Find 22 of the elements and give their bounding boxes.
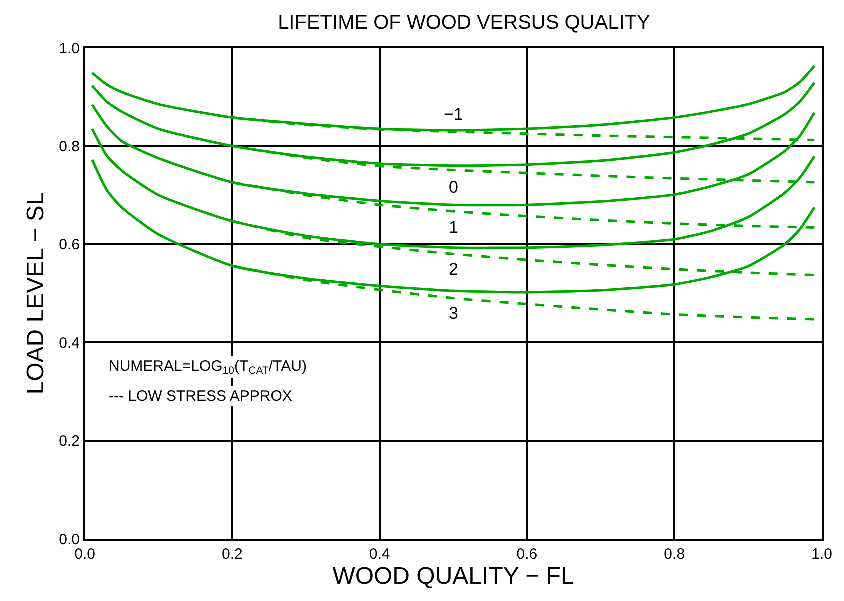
- y-tick-label: 0.2: [59, 433, 80, 450]
- series-label: 3: [449, 304, 458, 323]
- x-tick-label: 0.2: [222, 546, 243, 563]
- x-tick-label: 0.0: [74, 546, 96, 563]
- y-tick-label: 0.8: [59, 138, 80, 156]
- y-tick-label: 0.6: [59, 236, 80, 254]
- y-tick-label: 0.4: [59, 334, 80, 352]
- annotation: --- LOW STRESS APPROX: [109, 388, 292, 405]
- y-tick-label: 1.0: [59, 40, 80, 58]
- y-axis-title: LOAD LEVEL − SL: [22, 192, 50, 395]
- chart-title: LIFETIME OF WOOD VERSUS QUALITY: [278, 12, 650, 34]
- x-tick-label: 0.4: [369, 546, 390, 563]
- x-tick-label: 0.6: [516, 546, 538, 563]
- series-label: −1: [444, 105, 464, 124]
- y-tick-label: 0.0: [59, 531, 80, 548]
- x-tick-label: 1.0: [812, 546, 832, 563]
- series-label: 1: [449, 218, 458, 237]
- series-label: 2: [449, 260, 458, 279]
- x-tick-label: 0.8: [664, 546, 686, 563]
- series-label: 0: [449, 178, 458, 197]
- annotation: NUMERAL=LOG$_{10}$(T$_{CAT}$/TAU): [109, 358, 307, 378]
- x-axis-title: WOOD QUALITY − FL: [332, 563, 574, 590]
